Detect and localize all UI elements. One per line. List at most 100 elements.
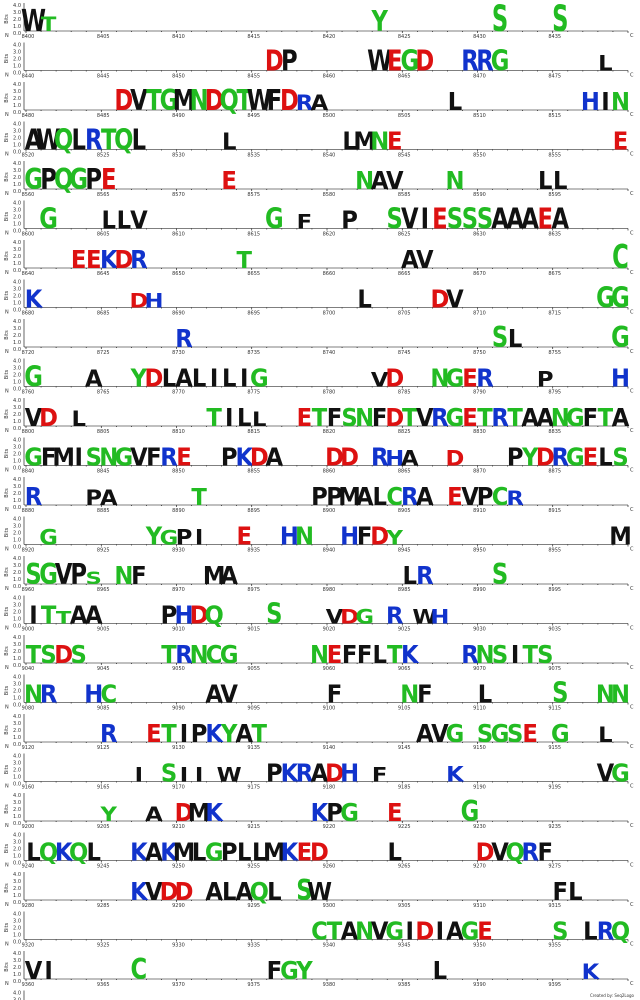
row-9200-ytick: 0.0 <box>13 821 21 827</box>
row-9200-c-label: C <box>630 823 634 829</box>
row-8520-xtick-label: 8535 <box>247 153 260 159</box>
row-8480-ytick: 4.0 <box>13 82 21 88</box>
row-9320-ytick: 2.0 <box>13 926 21 932</box>
row-8840-residue-A-8865: A <box>401 447 419 471</box>
row-8400-xtick-label: 8415 <box>247 34 260 40</box>
row-8560-ylabel: Bits <box>4 172 10 182</box>
row-8840-residue-I-8843: I <box>74 442 82 471</box>
row-9240-residue-Q-9272: Q <box>505 837 524 866</box>
row-9000-xtick-label: 9015 <box>247 627 260 633</box>
row-8480-ylabel: Bits <box>4 93 10 103</box>
row-8480-residue-M-8490: M <box>173 84 196 117</box>
row-8480-residue-W-8495: W <box>247 84 272 117</box>
row-8600-xtick-label: 8630 <box>473 232 486 238</box>
row-8720-xtick-label: 8750 <box>473 350 486 356</box>
row-8760-residue-A-8764: A <box>85 366 103 392</box>
row-9200-xtick-label: 9230 <box>473 824 486 830</box>
row-9080-residue-L-9110: L <box>478 679 492 708</box>
row-8840-residue-G-8840: G <box>24 442 43 471</box>
row-8640-xtick-label: 8675 <box>548 271 561 277</box>
row-8640-xtick-label: 8655 <box>247 271 260 277</box>
row-9040-residue-I-9072: I <box>511 640 519 669</box>
row-8680-ytick: 1.0 <box>13 301 21 307</box>
row-9160-residue-I-9167: I <box>135 763 143 786</box>
row-8840-residue-D-8861: D <box>340 442 359 471</box>
row-8960-residue-P-8963: P <box>70 558 87 591</box>
row-8920-xtick-label: 8920 <box>22 548 35 554</box>
row-8600-xtick-label: 8610 <box>172 232 185 238</box>
row-9120-residue-A-9146: A <box>416 719 434 748</box>
row-9000-ytick: 0.0 <box>13 624 21 630</box>
row-9160-residue-D-9180: D <box>325 758 344 787</box>
row-8800-residue-T-8819: T <box>312 403 328 432</box>
row-9000-residue-Q-9012: Q <box>204 600 223 629</box>
row-9280-xtick-label: 9290 <box>172 903 185 909</box>
row-8960-xtick-label: 8980 <box>323 587 336 593</box>
row-8520-ytick: 2.0 <box>13 136 21 142</box>
row-9320-ytick: 4.0 <box>13 912 21 918</box>
row-9000-xtick-label: 9030 <box>473 627 486 633</box>
row-9240-ytick: 1.0 <box>13 854 21 860</box>
row-8680-residue-H-8688: H <box>144 289 163 312</box>
row-9000-residue-H-9010: H <box>175 600 194 629</box>
row-8960-ytick: 2.0 <box>13 570 21 576</box>
row-8840-residue-G-8846: G <box>115 442 134 471</box>
row-9040-xtick-label: 9065 <box>398 666 411 672</box>
row-8520-xtick-label: 8520 <box>22 153 35 159</box>
row-8880-ytick: 3.0 <box>13 484 21 490</box>
row-9240-residue-L-9255: L <box>252 837 266 866</box>
row-8480-residue-G-8489: G <box>160 84 179 117</box>
row-8960-residue-R-8986: R <box>416 561 433 590</box>
row-8960-ytick: 3.0 <box>13 563 21 569</box>
row-8560-residue-G-8560: G <box>24 163 43 196</box>
row-9080-residue-F-9106: F <box>417 679 432 708</box>
row-9280-residue-W-9299: W <box>307 877 332 906</box>
row-8840-residue-E-8850: E <box>176 442 191 471</box>
row-9120-ytick: 3.0 <box>13 721 21 727</box>
row-8600-residue-G-8601: G <box>39 203 58 236</box>
row-8400-xtick-label: 8435 <box>548 34 561 40</box>
row-8600-residue-A-8632: A <box>506 203 524 236</box>
row-8640-residue-T-8654: T <box>236 248 252 274</box>
row-8440-residue-L-8478: L <box>598 52 613 76</box>
row-9080-n-label: N <box>5 705 9 711</box>
row-8480-ytick: 2.0 <box>13 96 21 102</box>
row-8480-residue-R-8498: R <box>296 92 314 116</box>
row-9080-ytick: 4.0 <box>13 675 21 681</box>
row-8640-xtick-label: 8650 <box>172 271 185 277</box>
row-9080-xtick-label: 9080 <box>22 706 35 712</box>
row-9280-ytick: 0.0 <box>13 900 21 906</box>
row-8960-residue-L-8985: L <box>403 561 417 590</box>
row-8800-residue-N-8835: N <box>551 403 570 432</box>
row-9040-residue-E-9060: E <box>327 640 342 669</box>
row-9080-xtick-label: 9100 <box>323 706 336 712</box>
row-8600-residue-S-8624: S <box>387 203 403 236</box>
row-8560-residue-P-8564: P <box>85 163 102 196</box>
row-9040-residue-D-9042: D <box>54 640 73 669</box>
credit-text: Created by: Seq2Logo <box>589 993 634 998</box>
row-9280-xtick-label: 9310 <box>473 903 486 909</box>
row-9360-residue-L-9387: L <box>433 956 447 985</box>
row-9200-xtick-label: 9235 <box>548 824 561 830</box>
row-9400-residue-A-9429: A <box>461 995 479 1000</box>
row-8520-residue-M-8542: M <box>353 126 376 155</box>
row-8480-xtick-label: 8500 <box>323 113 336 119</box>
row-9120-xtick-label: 9130 <box>172 745 185 751</box>
row-9000-ytick: 4.0 <box>13 596 21 602</box>
row-9240-residue-L-9244: L <box>87 837 101 866</box>
row-9040-residue-S-9071: S <box>492 640 508 669</box>
row-8840-c-label: C <box>630 468 634 474</box>
row-8960-c-label: C <box>630 586 634 592</box>
row-8600-residue-V-8625: V <box>401 203 419 236</box>
row-8760-ytick: 4.0 <box>13 359 21 365</box>
row-8480-residue-D-8486: D <box>114 84 133 117</box>
row-8920-residue-G-8929: G <box>160 526 179 549</box>
row-8840-residue-D-8860: D <box>325 442 344 471</box>
row-9040-n-label: N <box>5 665 9 671</box>
row-9320-xtick-label: 9320 <box>22 943 35 949</box>
row-8480-residue-Q-8493: Q <box>220 84 239 117</box>
row-8720-ylabel: Bits <box>4 330 10 340</box>
row-8560-residue-N-8588: N <box>445 166 464 195</box>
row-9040-residue-T-9064: T <box>387 640 403 669</box>
row-8400-xtick-label: 8400 <box>22 34 35 40</box>
